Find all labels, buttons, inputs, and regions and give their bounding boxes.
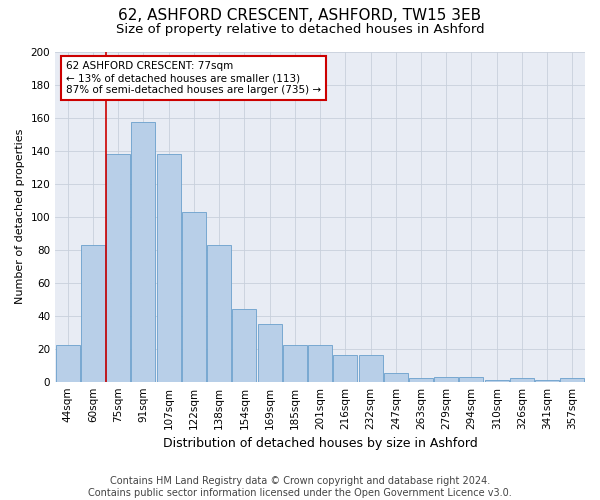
Bar (257, 324, 281, 382)
Bar (232, 309, 256, 382)
Bar (384, 374, 408, 382)
Text: Contains HM Land Registry data © Crown copyright and database right 2024.
Contai: Contains HM Land Registry data © Crown c… (88, 476, 512, 498)
Bar (81, 244, 105, 382)
Text: 62, ASHFORD CRESCENT, ASHFORD, TW15 3EB: 62, ASHFORD CRESCENT, ASHFORD, TW15 3EB (118, 8, 482, 22)
Bar (308, 346, 332, 382)
Bar (510, 378, 534, 382)
Bar (434, 376, 458, 382)
X-axis label: Distribution of detached houses by size in Ashford: Distribution of detached houses by size … (163, 437, 478, 450)
Bar (485, 380, 509, 382)
Bar (409, 378, 433, 382)
Bar (182, 212, 206, 382)
Bar (460, 376, 484, 382)
Bar (157, 154, 181, 382)
Bar (207, 244, 231, 382)
Bar (334, 356, 357, 382)
Text: Size of property relative to detached houses in Ashford: Size of property relative to detached ho… (116, 22, 484, 36)
Bar (560, 378, 584, 382)
Y-axis label: Number of detached properties: Number of detached properties (15, 129, 25, 304)
Bar (131, 122, 155, 382)
Bar (106, 154, 130, 382)
Bar (535, 380, 559, 382)
Bar (359, 356, 383, 382)
Text: 62 ASHFORD CRESCENT: 77sqm
← 13% of detached houses are smaller (113)
87% of sem: 62 ASHFORD CRESCENT: 77sqm ← 13% of deta… (66, 62, 321, 94)
Bar (56, 346, 80, 382)
Bar (283, 346, 307, 382)
